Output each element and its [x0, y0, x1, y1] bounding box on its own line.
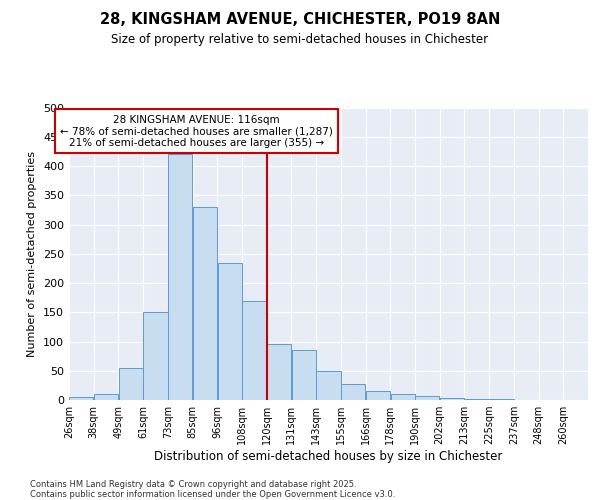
Bar — [242, 300, 266, 400]
Text: 28 KINGSHAM AVENUE: 116sqm
← 78% of semi-detached houses are smaller (1,287)
21%: 28 KINGSHAM AVENUE: 116sqm ← 78% of semi… — [60, 114, 333, 148]
Bar — [168, 154, 193, 400]
Bar — [341, 384, 365, 400]
Text: 28, KINGSHAM AVENUE, CHICHESTER, PO19 8AN: 28, KINGSHAM AVENUE, CHICHESTER, PO19 8A… — [100, 12, 500, 28]
Bar — [94, 394, 118, 400]
Bar — [69, 397, 94, 400]
Bar — [292, 350, 316, 400]
Bar — [143, 312, 167, 400]
Bar — [316, 371, 341, 400]
Text: Contains HM Land Registry data © Crown copyright and database right 2025.
Contai: Contains HM Land Registry data © Crown c… — [30, 480, 395, 499]
Bar — [464, 399, 489, 400]
Y-axis label: Number of semi-detached properties: Number of semi-detached properties — [28, 151, 37, 357]
Bar — [440, 398, 464, 400]
Bar — [267, 344, 291, 400]
Text: Size of property relative to semi-detached houses in Chichester: Size of property relative to semi-detach… — [112, 32, 488, 46]
Bar — [119, 368, 143, 400]
Bar — [415, 396, 439, 400]
Bar — [391, 394, 415, 400]
Bar — [366, 391, 390, 400]
X-axis label: Distribution of semi-detached houses by size in Chichester: Distribution of semi-detached houses by … — [154, 450, 503, 463]
Bar — [218, 262, 242, 400]
Bar — [193, 207, 217, 400]
